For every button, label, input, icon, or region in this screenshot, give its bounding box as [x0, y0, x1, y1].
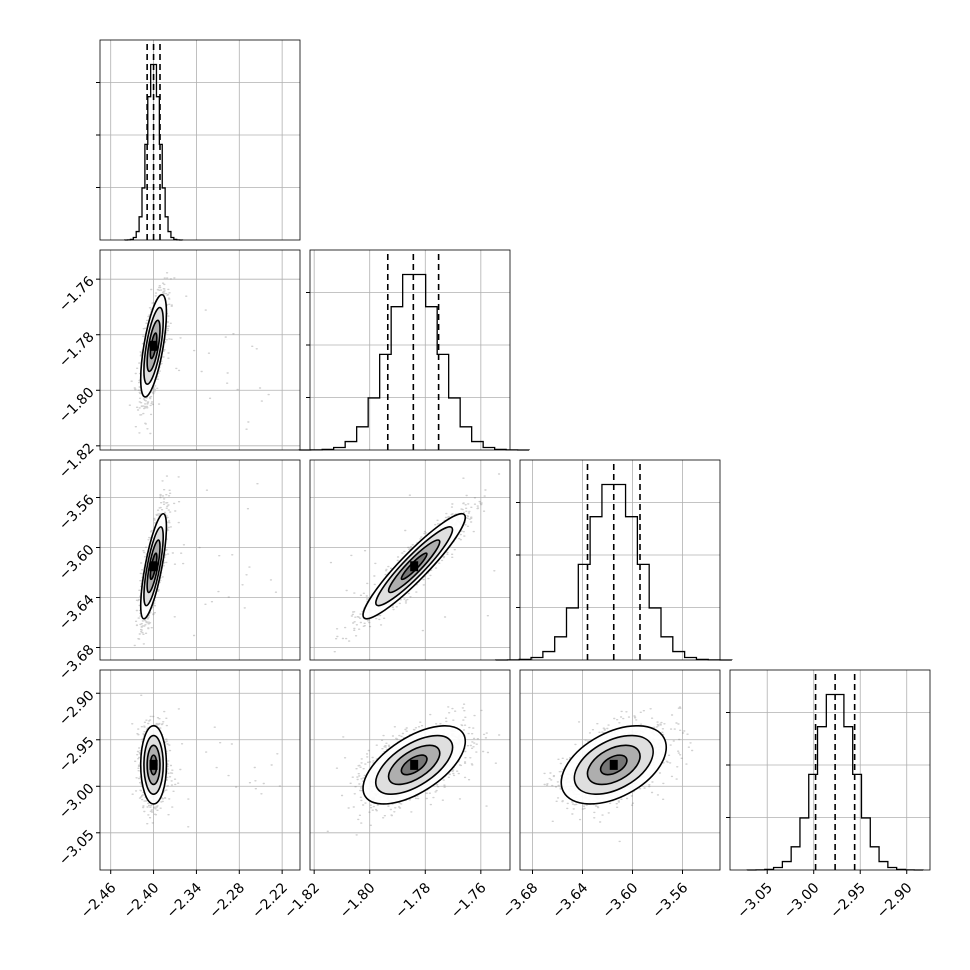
x-tick-label: −3.64	[550, 880, 592, 922]
y-tick-label: −3.64	[56, 592, 98, 634]
scatter-panel-2-0	[99, 459, 301, 661]
x-tick-label: −2.40	[121, 880, 163, 922]
histogram-line	[298, 273, 530, 451]
x-tick-label: −1.78	[392, 880, 434, 922]
histogram-line	[494, 483, 733, 661]
y-tick-label: −2.95	[56, 734, 98, 776]
y-tick-label: −3.05	[56, 827, 98, 869]
x-tick-label: −3.00	[781, 880, 823, 922]
y-tick-label: −3.60	[56, 542, 98, 584]
y-tick-label: −1.76	[56, 273, 98, 315]
density-peak	[149, 340, 158, 351]
x-tick-label: −3.05	[734, 880, 776, 922]
x-tick-label: −2.22	[249, 880, 291, 922]
panel-frame	[99, 459, 301, 661]
panel-frame	[309, 669, 511, 871]
y-tick-label: −1.82	[56, 440, 98, 482]
panel-frame	[99, 249, 301, 451]
panel-frame	[519, 669, 721, 871]
histogram-panel-3	[726, 669, 931, 871]
y-tick-label: −1.78	[56, 329, 98, 371]
x-tick-label: −3.56	[650, 880, 692, 922]
panel-frame	[99, 39, 301, 241]
scatter-panel-1-0	[99, 249, 301, 451]
histogram-panel-0	[96, 39, 301, 241]
panel-frame	[309, 249, 511, 451]
density-peak	[149, 759, 158, 770]
panel-frame	[99, 669, 301, 871]
x-tick-label: −2.34	[164, 880, 206, 922]
panel-frame	[309, 459, 511, 661]
histogram-line	[746, 693, 924, 871]
x-tick-label: −2.46	[78, 880, 120, 922]
y-tick-label: −3.56	[56, 492, 98, 534]
histogram-panel-1	[298, 249, 530, 451]
scatter-panel-3-2	[519, 669, 721, 871]
x-tick-label: −2.28	[206, 880, 248, 922]
y-tick-label: −2.90	[56, 688, 98, 730]
histogram-panel-2	[494, 459, 733, 661]
scatter-panel-3-1	[309, 669, 511, 871]
density-peak	[410, 561, 419, 572]
x-tick-label: −1.76	[448, 880, 490, 922]
x-tick-label: −3.68	[500, 880, 542, 922]
x-tick-label: −1.82	[281, 880, 323, 922]
x-tick-label: −2.95	[827, 880, 869, 922]
density-peak	[609, 759, 618, 770]
x-tick-label: −2.90	[874, 880, 916, 922]
y-tick-label: −1.80	[56, 385, 98, 427]
x-tick-label: −1.80	[337, 880, 379, 922]
density-peak	[410, 759, 419, 770]
y-tick-label: −3.68	[56, 642, 98, 684]
scatter-panel-3-0	[99, 669, 301, 871]
scatter-panel-2-1	[309, 459, 511, 661]
panel-frame	[519, 459, 721, 661]
panel-frame	[729, 669, 931, 871]
density-peak	[149, 561, 158, 572]
x-tick-label: −3.60	[600, 880, 642, 922]
y-tick-label: −3.00	[56, 781, 98, 823]
